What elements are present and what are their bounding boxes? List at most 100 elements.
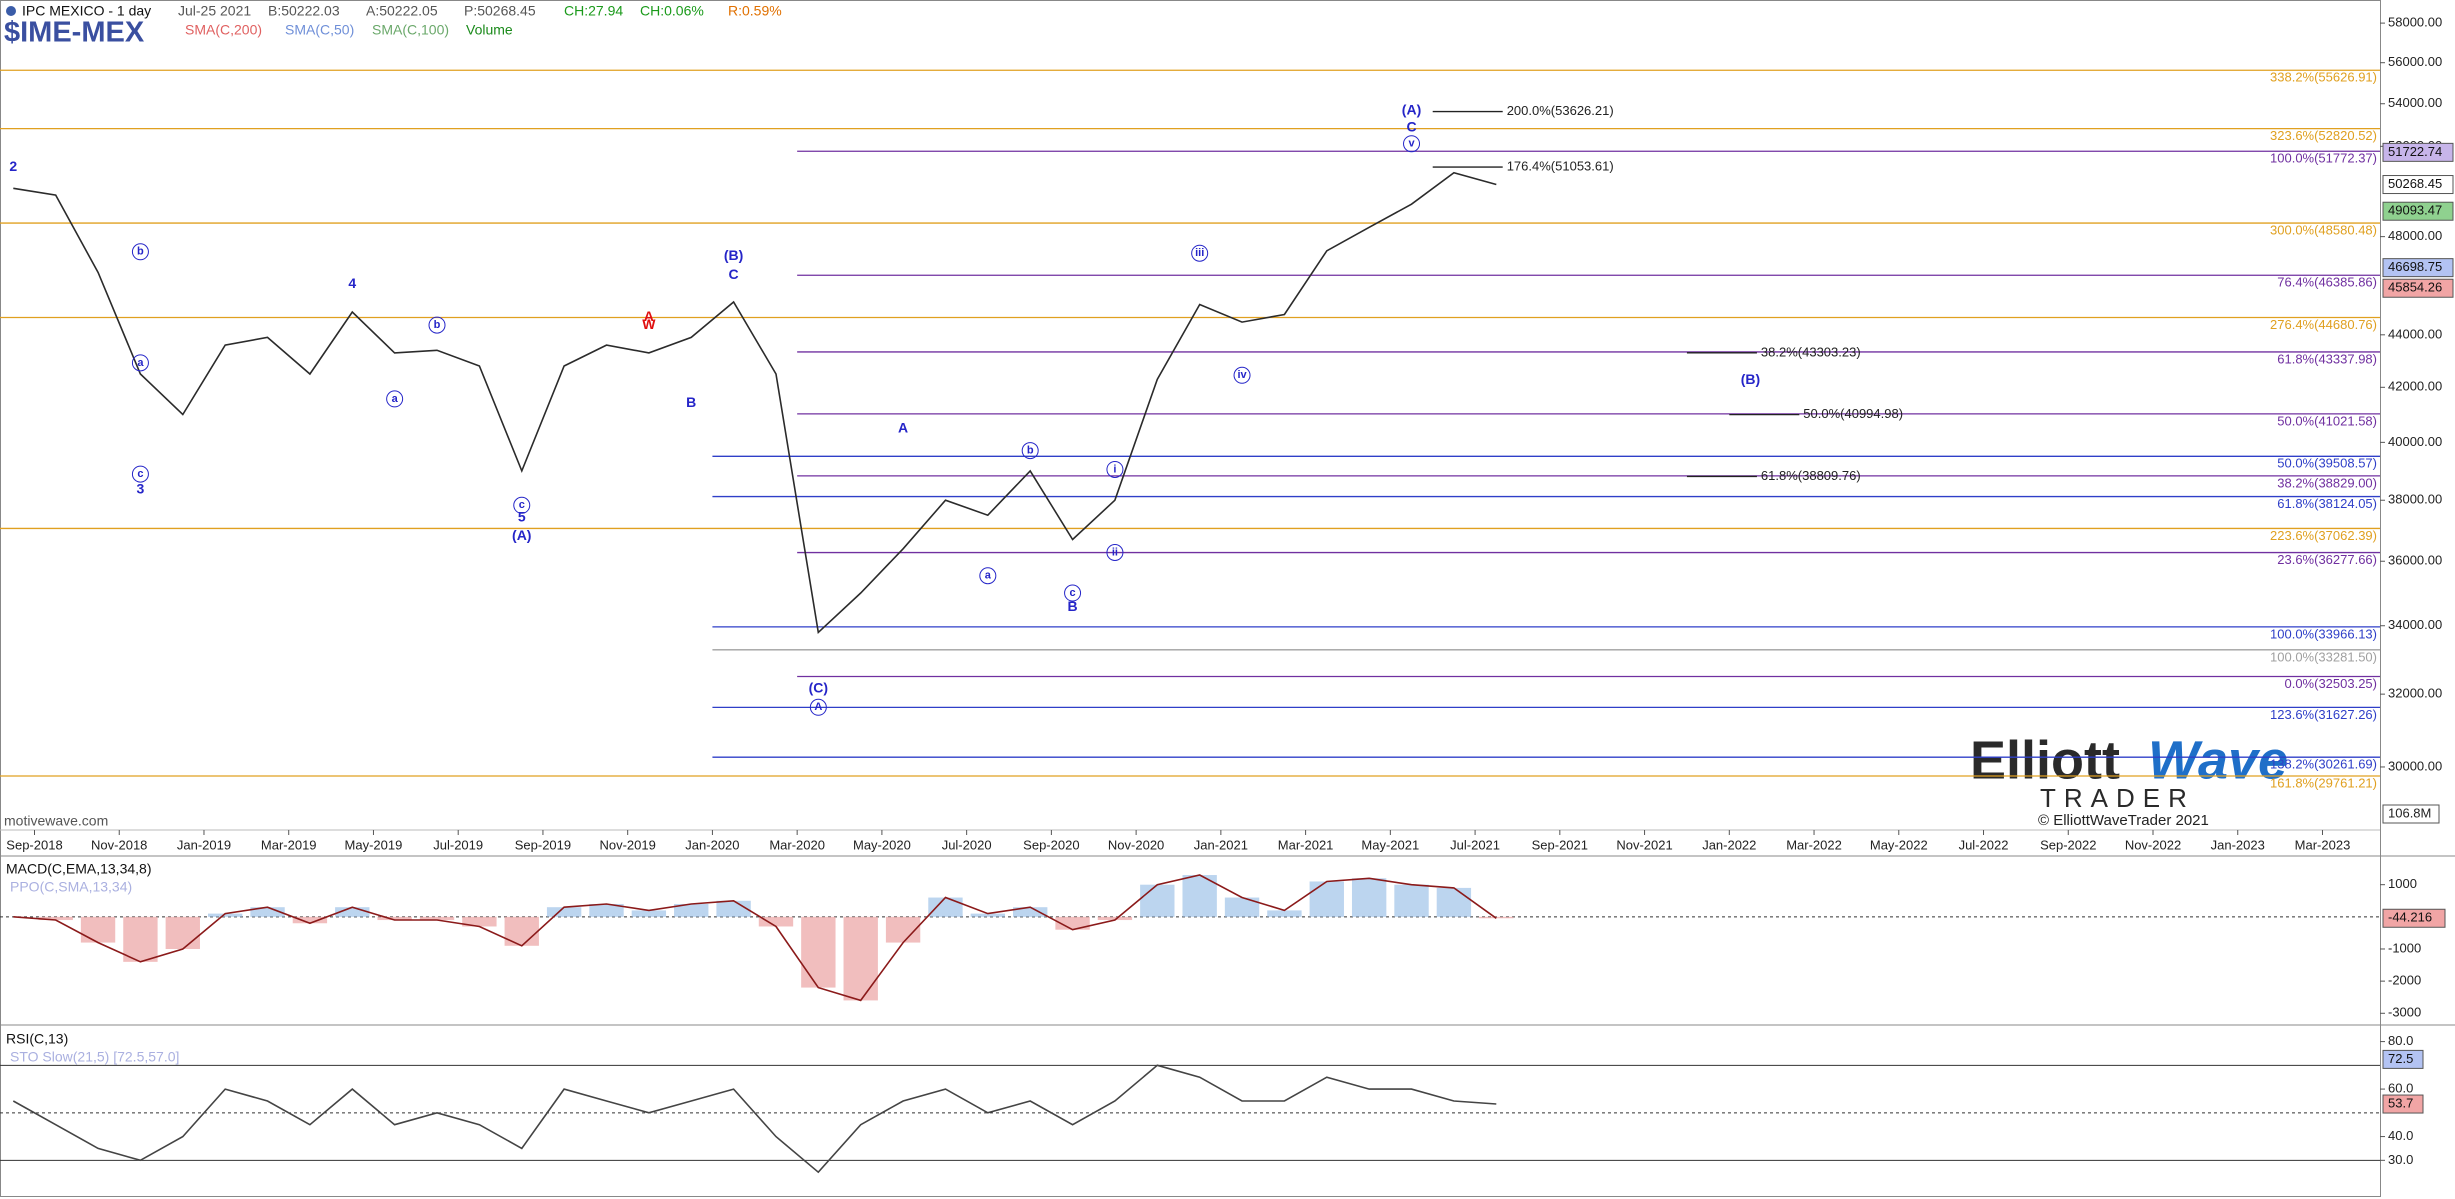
- y-tick-label: 30000.00: [2388, 758, 2442, 773]
- wave-circle: [1403, 135, 1421, 153]
- rsi-subtitle: STO Slow(21,5) [72.5,57.0]: [10, 1049, 179, 1065]
- wave-label: c: [519, 499, 525, 511]
- x-tick-label: May-2020: [853, 837, 911, 852]
- macd-bar: [801, 916, 836, 988]
- macd-bar: [123, 916, 158, 962]
- logo-sub: TRADER: [2040, 783, 2195, 813]
- logo-word: Wave: [2148, 730, 2288, 790]
- x-tick-label: Jan-2022: [1702, 837, 1756, 852]
- macd-bar: [38, 916, 73, 921]
- wave-label: C: [1406, 119, 1416, 135]
- header-icon: [6, 6, 16, 16]
- x-tick-label: Sep-2018: [6, 837, 62, 852]
- x-tick-label: Sep-2022: [2040, 837, 2096, 852]
- extension-label: 200.0%(53626.21): [1507, 103, 1614, 118]
- macd-bar: [1013, 907, 1048, 917]
- volume-tag-box: [2382, 804, 2440, 824]
- price-tag: [2382, 258, 2454, 278]
- header-change-pct: CH:0.06%: [640, 3, 704, 19]
- wave-label: A: [814, 701, 822, 713]
- price-tag-label: 46698.75: [2388, 259, 2442, 274]
- fib-label: 161.8%(29761.21): [2270, 775, 2377, 790]
- macd-bar: [377, 916, 412, 921]
- price-tag-label: 50268.45: [2388, 176, 2442, 191]
- fib-label: 76.4%(46385.86): [2277, 275, 2377, 290]
- extension-label: 38.2%(43303.23): [1761, 344, 1861, 359]
- y-tick-label: 42000.00: [2388, 379, 2442, 394]
- fib-label: 0.0%(32503.25): [2284, 676, 2377, 691]
- value-tag-label: 53.7: [2388, 1095, 2413, 1110]
- price-tag: [2382, 142, 2454, 162]
- study-label: SMA(C,200): [185, 22, 262, 38]
- macd-title: MACD(C,EMA,13,34,8): [6, 861, 151, 877]
- symbol-name: IPC MEXICO - 1 day: [22, 3, 151, 19]
- macd-bar: [546, 907, 582, 917]
- macd-bar: [1309, 881, 1344, 917]
- wave-label: (A): [512, 527, 531, 543]
- x-tick-label: May-2019: [345, 837, 403, 852]
- y-tick-label: 34000.00: [2388, 617, 2442, 632]
- price-tag-label: 45854.26: [2388, 280, 2442, 295]
- y-tick-label: 48000.00: [2388, 228, 2442, 243]
- wave-label: B: [1068, 598, 1078, 614]
- wave-circle: [131, 243, 149, 261]
- y-tick-label: -2000: [2388, 973, 2421, 988]
- wave-label: c: [137, 468, 143, 480]
- wave-label: b: [1027, 444, 1034, 456]
- x-tick-label: Jan-2020: [685, 837, 739, 852]
- macd-bar: [928, 897, 963, 917]
- header-date: Jul-25 2021: [178, 3, 251, 19]
- extension-label: 50.0%(40994.98): [1803, 406, 1903, 421]
- y-tick-label: 56000.00: [2388, 54, 2442, 69]
- y-tick-label: 36000.00: [2388, 553, 2442, 568]
- fib-label: 323.6%(52820.52): [2270, 128, 2377, 143]
- frame: [0, 0, 2381, 1197]
- wave-label: 2: [9, 158, 17, 174]
- x-tick-label: Jul-2022: [1959, 837, 2009, 852]
- fib-label: 50.0%(39508.57): [2277, 456, 2377, 471]
- wave-label: (B): [724, 247, 743, 263]
- macd-bar: [292, 916, 328, 924]
- y-tick-label: 54000.00: [2388, 95, 2442, 110]
- macd-bar: [165, 916, 200, 949]
- macd-bar: [1394, 884, 1429, 917]
- price-tag-label: 51722.74: [2388, 144, 2442, 159]
- macd-bar: [462, 916, 497, 927]
- x-tick-label: Nov-2020: [1108, 837, 1164, 852]
- fib-label: 50.0%(41021.58): [2277, 413, 2377, 428]
- x-tick-label: Mar-2021: [1278, 837, 1334, 852]
- fib-label: 61.8%(43337.98): [2277, 351, 2377, 366]
- macd-bar: [589, 903, 624, 917]
- fib-label: 138.2%(30261.69): [2270, 757, 2377, 772]
- wave-circle: [1106, 460, 1124, 478]
- x-tick-label: Jan-2023: [2211, 837, 2265, 852]
- macd-bar: [207, 913, 243, 917]
- macd-bar: [970, 913, 1006, 917]
- macd-bar: [250, 907, 285, 917]
- macd-bar: [80, 916, 116, 943]
- volume-tag: 106.8M: [2388, 805, 2431, 820]
- y-tick-label: -1000: [2388, 940, 2421, 955]
- fib-label: 223.6%(37062.39): [2270, 528, 2377, 543]
- header-range: R:0.59%: [728, 3, 782, 19]
- wave-circle: [1106, 544, 1124, 562]
- header: IPC MEXICO - 1 day Jul-25 2021 B:50222.0…: [4, 3, 782, 49]
- price-tag: [2382, 175, 2454, 195]
- y-tick-label: 44000.00: [2388, 326, 2442, 341]
- macd-line: [13, 874, 1497, 1002]
- y-tick-label: 58000.00: [2388, 15, 2442, 30]
- logo-copyright: © ElliottWaveTrader 2021: [2038, 812, 2209, 829]
- value-tag: [2382, 1049, 2424, 1069]
- y-tick-label: 1000: [2388, 876, 2417, 891]
- y-tick-label: 40.0: [2388, 1128, 2413, 1143]
- fib-label: 100.0%(33966.13): [2270, 626, 2377, 641]
- macd-bar: [843, 916, 878, 1001]
- watermark: motivewave.com: [4, 813, 108, 829]
- wave-circle: [131, 465, 149, 483]
- x-tick-label: Sep-2019: [515, 837, 571, 852]
- header-price: P:50268.45: [464, 3, 536, 19]
- wave-label: iii: [1195, 247, 1204, 259]
- wave-label: i: [1113, 463, 1116, 475]
